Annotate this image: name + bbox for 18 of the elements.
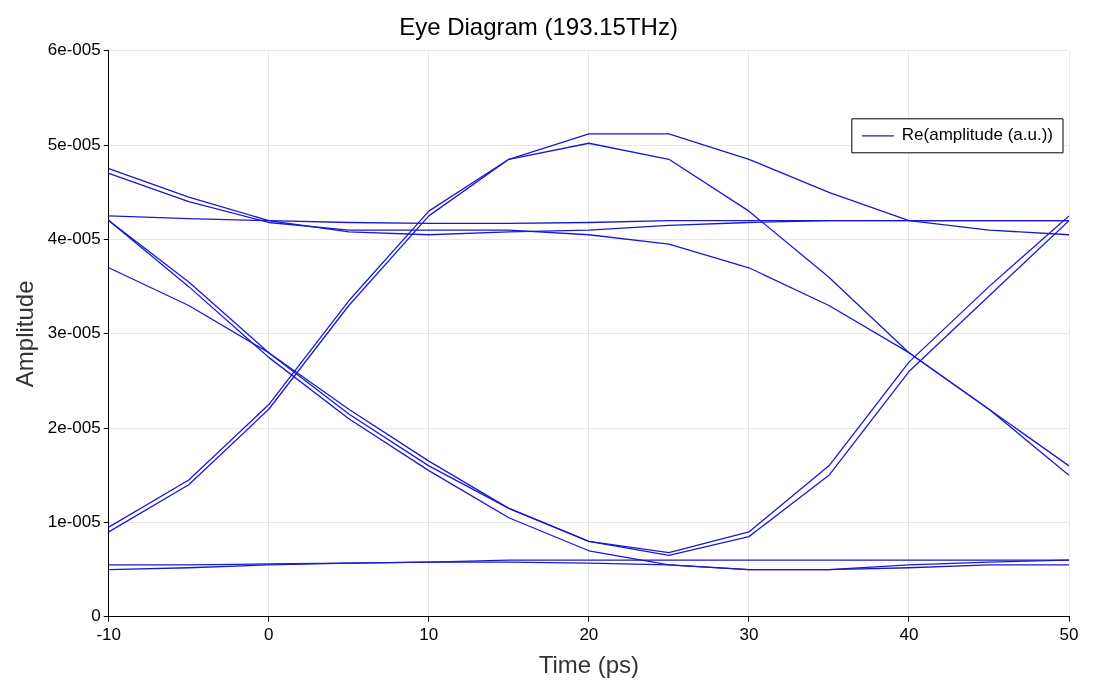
x-tick-label: 10 xyxy=(419,624,439,644)
x-tick-label: 40 xyxy=(899,624,919,644)
y-tick-label: 1e-005 xyxy=(47,512,101,532)
x-tick-label: 20 xyxy=(579,624,599,644)
y-tick-label: 2e-005 xyxy=(47,417,101,437)
x-tick-label: -10 xyxy=(96,624,122,644)
y-tick-label: 0 xyxy=(91,606,101,626)
y-tick-label: 4e-005 xyxy=(47,229,101,249)
y-axis-title: Amplitude xyxy=(11,280,39,388)
legend-label: Re(amplitude (a.u.)) xyxy=(901,125,1054,145)
x-tick-label: 50 xyxy=(1059,624,1079,644)
x-tick-label: 30 xyxy=(739,624,759,644)
chart-title: Eye Diagram (193.15THz) xyxy=(399,13,678,41)
x-axis-title: Time (ps) xyxy=(538,651,640,679)
x-tick-label: 0 xyxy=(264,624,274,644)
y-tick-label: 6e-005 xyxy=(47,40,101,60)
y-tick-label: 5e-005 xyxy=(47,134,101,154)
y-tick-label: 3e-005 xyxy=(47,323,101,343)
